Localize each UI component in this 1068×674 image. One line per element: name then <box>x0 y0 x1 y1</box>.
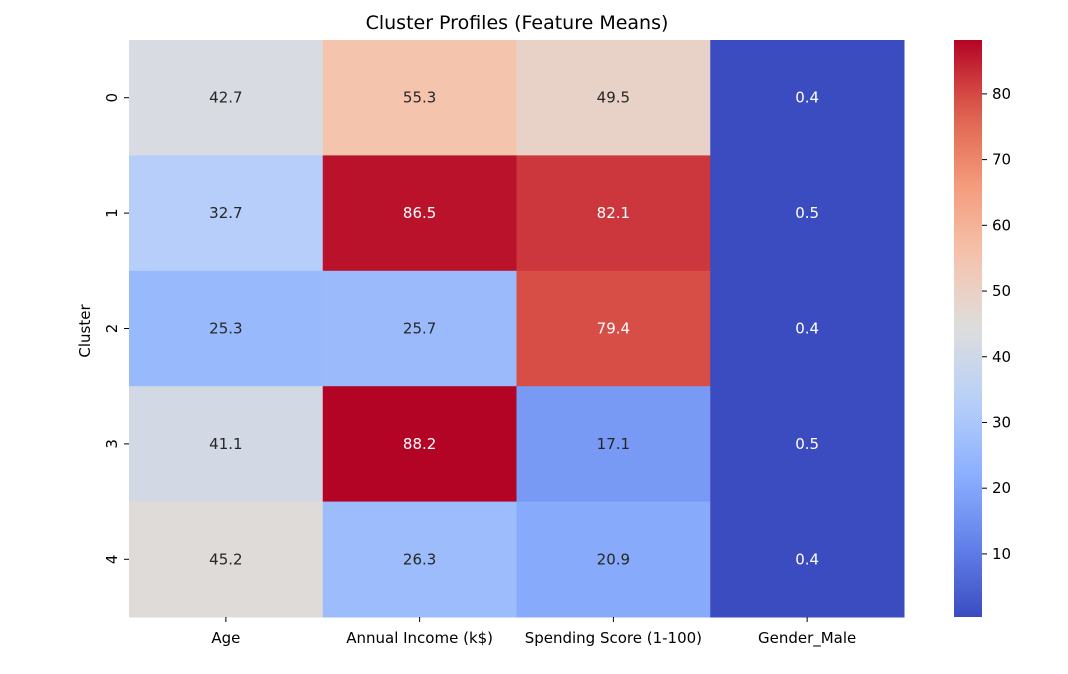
y-axis-label: Cluster <box>76 304 94 358</box>
colorbar <box>954 40 982 617</box>
heatmap-cell <box>710 501 905 618</box>
cell-value-label: 49.5 <box>597 89 630 107</box>
heatmap-cell <box>516 155 711 272</box>
heatmap-cell <box>516 270 711 387</box>
cell-value-label: 42.7 <box>209 89 242 107</box>
y-tick-label: 4 <box>103 555 121 565</box>
heatmap-cell <box>129 501 324 618</box>
colorbar-tick-label: 50 <box>992 282 1011 300</box>
cell-value-label: 0.5 <box>795 435 819 453</box>
heatmap-cell <box>710 386 905 503</box>
colorbar-tick-label: 60 <box>992 216 1011 234</box>
cell-value-label: 25.7 <box>403 320 436 338</box>
x-tick-label: Gender_Male <box>758 629 856 648</box>
heatmap-cell <box>322 155 517 272</box>
cell-value-label: 79.4 <box>597 320 630 338</box>
cell-value-label: 88.2 <box>403 435 436 453</box>
heatmap-cell <box>129 40 324 156</box>
cell-value-label: 17.1 <box>597 435 630 453</box>
heatmap-cell <box>516 40 711 156</box>
heatmap-cell <box>129 386 324 503</box>
x-tick-label: Spending Score (1-100) <box>525 629 702 647</box>
heatmap-cell <box>516 386 711 503</box>
cell-value-label: 25.3 <box>209 320 242 338</box>
cell-value-label: 0.4 <box>795 550 819 568</box>
cell-value-label: 0.4 <box>795 320 819 338</box>
colorbar-tick-label: 80 <box>992 85 1011 103</box>
heatmap-cell <box>129 155 324 272</box>
colorbar-tick-label: 20 <box>992 479 1011 497</box>
cell-value-label: 45.2 <box>209 550 242 568</box>
cell-value-label: 41.1 <box>209 435 242 453</box>
y-tick-label: 3 <box>103 439 121 449</box>
colorbar-tick-label: 70 <box>992 151 1011 169</box>
heatmap-cell <box>710 155 905 272</box>
cell-value-label: 0.5 <box>795 204 819 222</box>
heatmap-cell <box>322 386 517 503</box>
cell-value-label: 20.9 <box>597 550 630 568</box>
heatmap-cell <box>322 40 517 156</box>
colorbar-tick-label: 10 <box>992 545 1011 563</box>
cell-value-label: 26.3 <box>403 550 436 568</box>
y-tick-label: 0 <box>103 93 121 103</box>
heatmap-cells <box>129 40 905 618</box>
cell-value-label: 55.3 <box>403 89 436 107</box>
cell-value-label: 0.4 <box>795 89 819 107</box>
heatmap-cell <box>322 270 517 387</box>
cell-value-label: 82.1 <box>597 204 630 222</box>
heatmap-cell-labels: 42.7 55.3 49.5 0.4 32.7 86.5 82.1 0.5 25.3 25.7 79… <box>209 89 819 569</box>
x-axis: Age Annual Income (k$) Spending Score (1-1… <box>211 617 856 648</box>
x-tick-label: Annual Income (k$) <box>346 629 493 647</box>
colorbar-tick-label: 40 <box>992 348 1011 366</box>
heatmap-cell <box>129 270 324 387</box>
chart-title: Cluster Profiles (Feature Means) <box>366 12 669 34</box>
y-tick-label: 1 <box>103 208 121 218</box>
heatmap-cell <box>516 501 711 618</box>
colorbar-tick-label: 30 <box>992 413 1011 431</box>
y-axis: 0 1 2 3 4 <box>103 93 129 564</box>
heatmap-cell <box>710 40 905 156</box>
y-tick-label: 2 <box>103 324 121 334</box>
heatmap-cell <box>322 501 517 618</box>
cell-value-label: 32.7 <box>209 204 242 222</box>
x-tick-label: Age <box>211 629 240 647</box>
colorbar-ticks: 10 20 30 40 50 60 70 80 <box>982 85 1011 563</box>
cell-value-label: 86.5 <box>403 204 436 222</box>
heatmap-cell <box>710 270 905 387</box>
